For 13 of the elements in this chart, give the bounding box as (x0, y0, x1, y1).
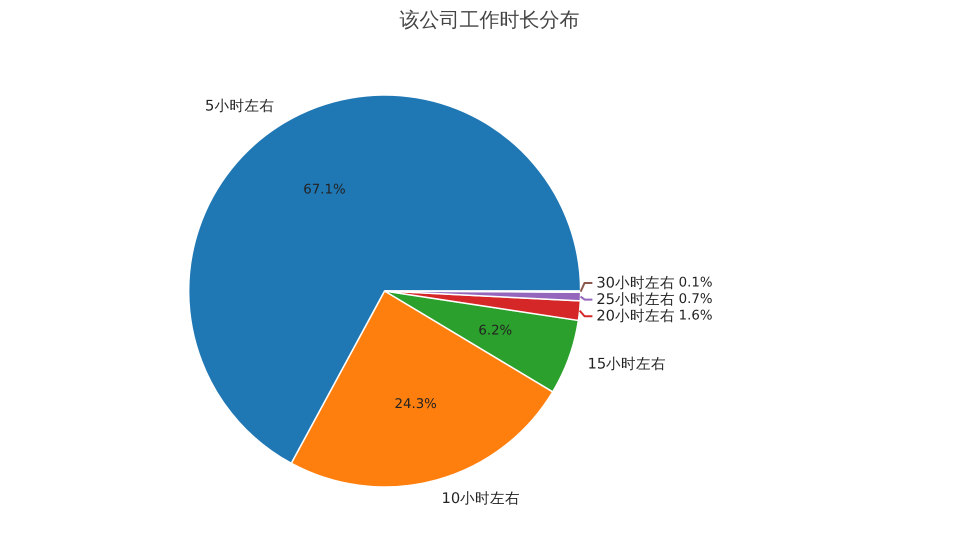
data-label: 24.3% (394, 396, 437, 412)
slice-label: 15小时左右 (587, 355, 666, 372)
chart-title: 该公司工作时长分布 (400, 8, 580, 32)
data-label: 1.6% (678, 308, 713, 324)
data-label: 6.2% (478, 323, 512, 338)
data-label: 67.1% (303, 182, 346, 198)
slice-label: 20小时左右 (596, 308, 675, 325)
data-label: 0.1% (678, 275, 713, 290)
slice-label: 5小时左右 (204, 97, 274, 114)
slice-label: 30小时左右 (596, 274, 675, 292)
slice-label: 25小时左右 (596, 291, 675, 308)
slice-label: 10小时左右 (442, 490, 520, 508)
data-label: 0.7% (678, 292, 713, 308)
